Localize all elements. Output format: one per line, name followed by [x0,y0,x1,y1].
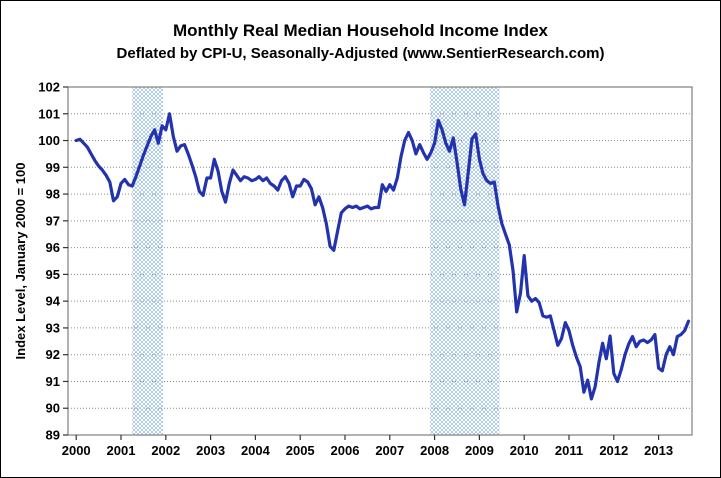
x-tick-label: 2003 [196,443,225,458]
y-tick-label: 98 [46,187,60,202]
y-tick-label: 93 [46,320,60,335]
y-tick-label: 90 [46,401,60,416]
x-tick-label: 2000 [62,443,91,458]
y-tick-label: 95 [46,267,60,282]
x-tick-label: 2005 [286,443,315,458]
y-tick-label: 101 [38,106,60,121]
chart-title: Monthly Real Median Household Income Ind… [173,21,548,40]
y-tick-label: 102 [38,80,60,95]
x-tick-label: 2011 [555,443,583,458]
x-tick-label: 2004 [241,443,271,458]
x-tick-label: 2009 [465,443,494,458]
y-tick-label: 94 [46,294,61,309]
x-tick-label: 2006 [331,443,360,458]
recession-band [430,87,500,435]
x-tick-label: 2013 [644,443,673,458]
y-tick-label: 97 [46,213,60,228]
y-tick-label: 96 [46,240,60,255]
x-tick-label: 2012 [599,443,628,458]
y-tick-label: 92 [46,347,60,362]
y-tick-label: 99 [46,160,60,175]
income-line [74,112,691,401]
chart-subtitle: Deflated by CPI-U, Seasonally-Adjusted (… [116,45,605,62]
x-tick-label: 2002 [151,443,180,458]
x-tick-label: 2008 [420,443,449,458]
x-tick-label: 2001 [107,443,136,458]
y-tick-label: 91 [46,374,60,389]
plot-border [67,86,693,436]
y-tick-label: 100 [38,133,60,148]
y-tick-label: 89 [46,428,60,443]
x-tick-label: 2007 [375,443,404,458]
x-tick-label: 2010 [510,443,539,458]
